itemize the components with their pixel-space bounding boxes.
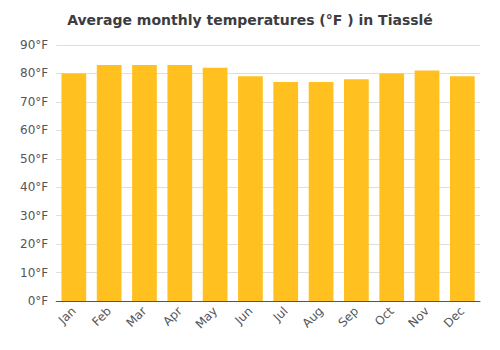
svg-text:Mar: Mar — [124, 304, 150, 330]
svg-text:Dec: Dec — [441, 304, 467, 330]
svg-text:0°F: 0°F — [28, 294, 49, 308]
svg-text:May: May — [193, 304, 220, 331]
svg-text:Average monthly temperatures (: Average monthly temperatures (°F ) in Ti… — [67, 12, 433, 28]
svg-text:Sep: Sep — [335, 304, 361, 330]
svg-text:80°F: 80°F — [20, 66, 48, 80]
svg-text:Jul: Jul — [270, 304, 291, 325]
svg-text:10°F: 10°F — [20, 266, 48, 280]
svg-text:Jan: Jan — [55, 304, 79, 328]
svg-text:20°F: 20°F — [20, 237, 48, 251]
svg-text:30°F: 30°F — [20, 209, 48, 223]
svg-text:Apr: Apr — [160, 304, 185, 329]
svg-text:60°F: 60°F — [20, 123, 48, 137]
svg-text:40°F: 40°F — [20, 180, 48, 194]
svg-text:Feb: Feb — [89, 304, 114, 329]
svg-text:70°F: 70°F — [20, 95, 48, 109]
svg-text:Jun: Jun — [232, 304, 256, 328]
svg-text:Aug: Aug — [300, 304, 326, 330]
svg-text:50°F: 50°F — [20, 152, 48, 166]
svg-text:Nov: Nov — [406, 304, 432, 330]
svg-text:90°F: 90°F — [20, 38, 48, 52]
svg-text:Oct: Oct — [372, 304, 397, 329]
